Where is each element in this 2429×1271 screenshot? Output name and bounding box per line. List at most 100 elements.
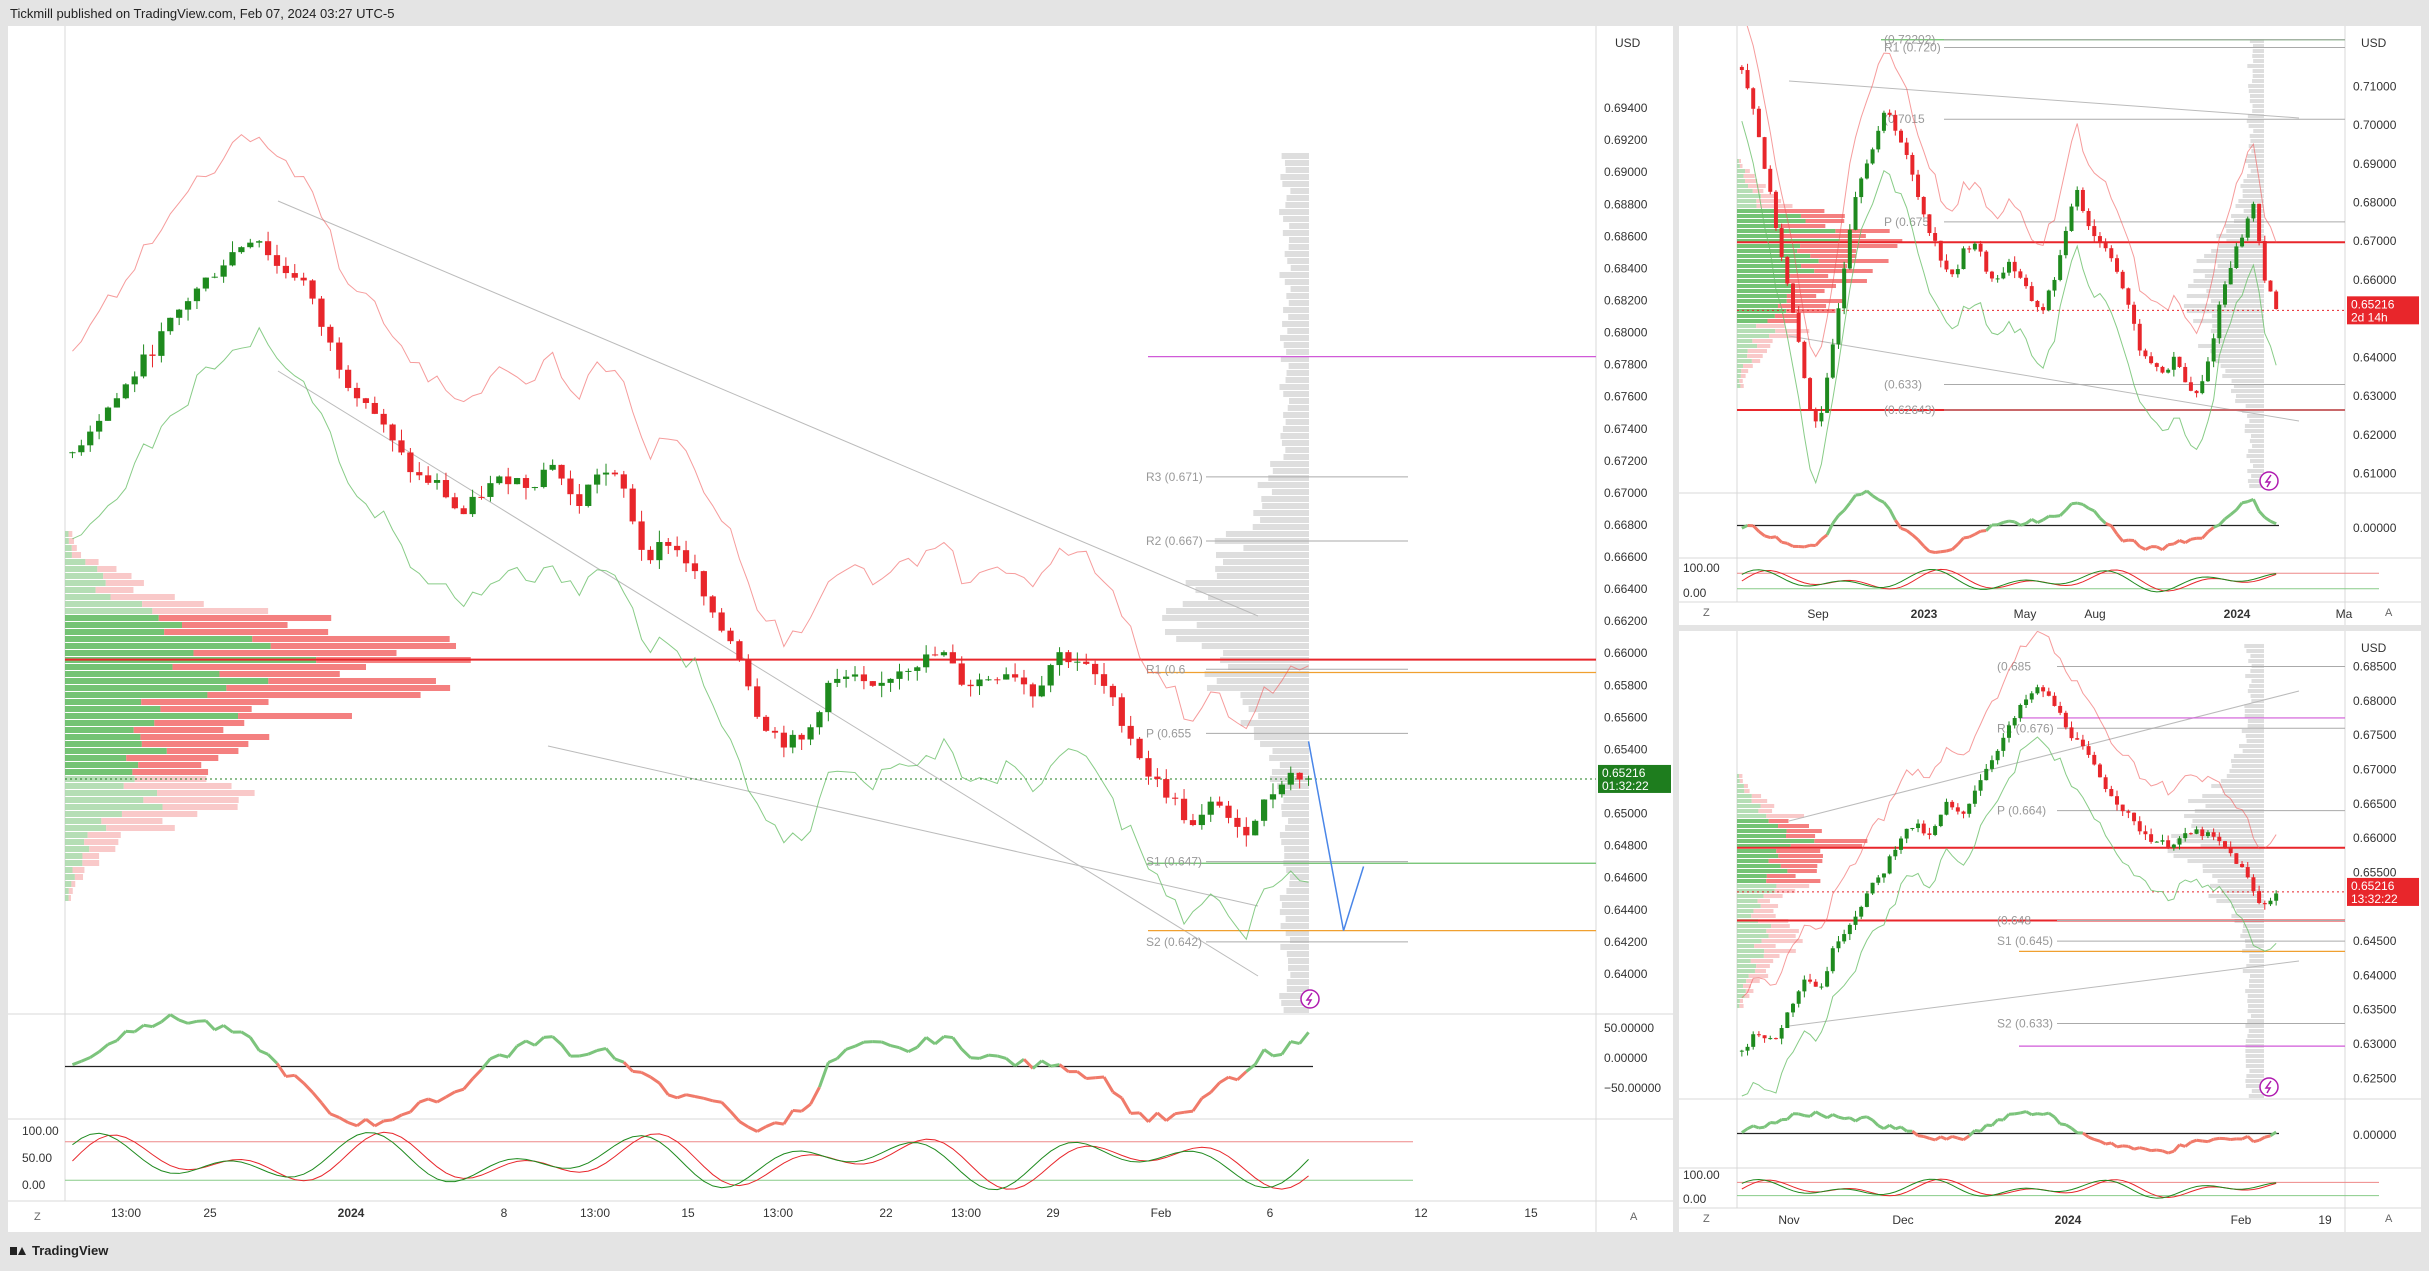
oscillator-segment (2156, 545, 2164, 552)
tr-a-button[interactable]: A (2385, 607, 2393, 619)
candle-body (1038, 685, 1045, 697)
weekly-chart-panel[interactable]: (0.72202) R1 (0.720) (0.7015 P (0.675 (0.633… (1679, 26, 2421, 625)
candle-body (2234, 853, 2239, 864)
session-profile-bar (1279, 762, 1309, 768)
candle-body (1127, 725, 1134, 739)
candle-body (2211, 338, 2216, 362)
session-profile-bar (2247, 114, 2264, 118)
volume-profile-up-bar (65, 622, 182, 628)
oscillator-segment (916, 1036, 928, 1049)
session-profile-bar (2253, 464, 2264, 468)
candle-body (1287, 772, 1294, 785)
candle-body (994, 679, 1001, 681)
main-chart[interactable]: R3 (0.671) R2 (0.667) R1 (0.6 P (0.655 S1 (0… (8, 26, 1673, 1232)
oscillator-segment (2076, 501, 2084, 506)
session-profile-bar (2167, 849, 2264, 853)
candle-body (2149, 356, 2154, 364)
volume-profile-down-bar (72, 867, 85, 873)
oscillator-segment (2122, 538, 2129, 543)
volume-profile-down-bar (1763, 894, 1783, 898)
oscillator-segment (2127, 1145, 2135, 1151)
time-tick-label: Ma (2336, 607, 2353, 621)
last-price-label: 0.65216 (2351, 297, 2395, 311)
tradingview-brand[interactable]: TradingView (32, 1243, 109, 1258)
br-z-button[interactable]: Z (1703, 1213, 1710, 1225)
price-tick-label: 0.67800 (1604, 358, 1648, 372)
session-profile-bar (1286, 986, 1309, 992)
volume-profile-up-bar (65, 573, 104, 579)
session-profile-bar (2250, 694, 2264, 698)
session-profile-bar (2247, 1034, 2264, 1038)
session-profile-bar (2242, 924, 2264, 928)
oscillator-segment (1917, 1134, 1924, 1138)
session-profile-bar (2216, 334, 2264, 338)
main-chart-panel[interactable]: R3 (0.671) R2 (0.667) R1 (0.6 P (0.655 S1 (0… (8, 26, 1673, 1232)
candle-body (433, 480, 441, 483)
candle-body (1904, 142, 1909, 155)
session-profile-bar (1285, 167, 1309, 173)
volume-profile-down-bar (166, 748, 239, 754)
oscillator-segment (1803, 543, 1811, 549)
candle-body (1029, 684, 1036, 697)
session-profile-bar (1279, 895, 1309, 901)
candle-body (1944, 801, 1949, 815)
projection-path (1307, 741, 1365, 931)
session-profile-bar (2231, 214, 2264, 218)
br-a-button[interactable]: A (2385, 1213, 2393, 1225)
oscillator-segment (2132, 539, 2141, 548)
volume-profile-down-bar (1786, 829, 1822, 833)
candle-body (674, 545, 681, 551)
volume-profile-up-bar (65, 580, 106, 586)
session-profile-bar (1286, 349, 1309, 355)
candle-body (2262, 903, 2267, 905)
tr-z-button[interactable]: Z (1703, 607, 1710, 619)
session-profile-bar (1185, 580, 1309, 586)
oscillator-segment (427, 1097, 438, 1104)
candle-body (113, 398, 121, 408)
daily-chart-panel[interactable]: (0.685 R1 (0.676) P (0.664) (0.648 S1 (0.645… (1679, 631, 2421, 1232)
oscillator-segment (2246, 1135, 2255, 1143)
candle-body (2097, 764, 2102, 778)
oscillator-segment (1253, 1048, 1266, 1066)
session-profile-bar (1289, 874, 1309, 880)
candle-body (1876, 877, 1881, 883)
session-profile-bar (2248, 124, 2264, 128)
time-tick-label: 29 (1046, 1206, 1060, 1220)
session-profile-bar (1182, 601, 1309, 607)
candle-body (264, 241, 272, 256)
volume-profile-down-bar (1786, 309, 1836, 313)
session-profile-bar (2247, 999, 2264, 1003)
oscillator-segment (1263, 1048, 1274, 1058)
volume-profile-down-bar (268, 678, 436, 684)
session-profile-bar (2247, 414, 2264, 418)
tradingview-logo-icon[interactable] (10, 1245, 26, 1257)
volume-profile-up-bar (1737, 329, 1776, 333)
price-tick-label: 0.61000 (2353, 467, 2397, 481)
volume-profile-down-bar (1814, 839, 1868, 843)
daily-chart[interactable]: (0.685 R1 (0.676) P (0.664) (0.648 S1 (0.645… (1679, 631, 2421, 1232)
session-profile-bar (2238, 199, 2264, 203)
price-tick-label: 0.64000 (2353, 350, 2397, 364)
volume-profile-down-bar (1750, 959, 1774, 963)
price-tick-label: 0.66000 (2353, 831, 2397, 845)
session-profile-bar (2231, 389, 2264, 393)
price-tick-label: 0.66500 (2353, 797, 2397, 811)
session-profile-bar (2251, 1089, 2264, 1093)
candle-body (407, 452, 414, 473)
candle-body (1859, 178, 1864, 198)
candle-body (2092, 754, 2097, 765)
volume-profile-down-bar (1797, 249, 1857, 253)
volume-profile-up-bar (65, 804, 163, 810)
candle-body (1154, 776, 1161, 780)
candle-body (1189, 820, 1197, 826)
main-a-button[interactable]: A (1630, 1211, 1638, 1223)
session-profile-bar (2252, 104, 2264, 108)
candle-body (2007, 261, 2011, 273)
time-tick-label: 2024 (2055, 1213, 2082, 1227)
session-profile-bar (1252, 524, 1309, 530)
session-profile-bar (1286, 293, 1309, 299)
main-z-button[interactable]: Z (34, 1211, 41, 1223)
oscillator-segment (507, 1045, 519, 1059)
volume-profile-down-bar (1766, 929, 1799, 933)
